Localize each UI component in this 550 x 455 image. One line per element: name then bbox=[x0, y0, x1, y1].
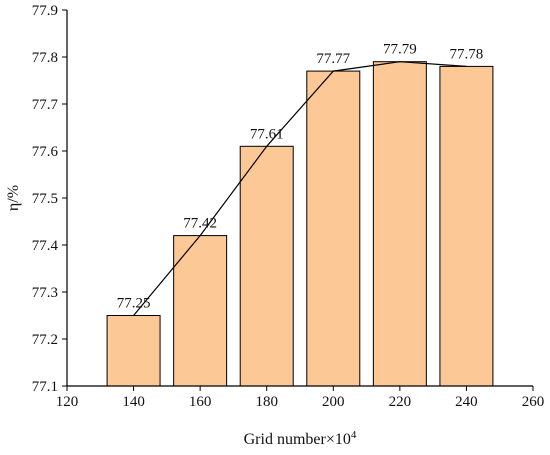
trend-line bbox=[133, 61, 467, 316]
y-tick-label-77.5: 77.5 bbox=[32, 191, 58, 207]
bar-160 bbox=[173, 235, 228, 387]
y-tick-label-77.3: 77.3 bbox=[32, 285, 58, 301]
x-tick-label-140: 140 bbox=[122, 394, 145, 410]
y-tick-label-77.6: 77.6 bbox=[32, 144, 59, 160]
x-axis-title: Grid number×104 bbox=[244, 429, 357, 448]
y-ticks: 77.1 77.2 77.3 77.4 77.5 77.6 77.7 77.8 77.9 bbox=[32, 3, 67, 395]
data-label-140: 77.25 bbox=[117, 296, 151, 312]
bar-140 bbox=[106, 315, 161, 387]
data-label-240: 77.78 bbox=[450, 46, 484, 62]
x-axis-title-superscript: 4 bbox=[351, 429, 357, 441]
x-tick-label-180: 180 bbox=[255, 394, 278, 410]
data-label-220: 77.79 bbox=[383, 42, 417, 58]
x-tick-label-200: 200 bbox=[322, 394, 345, 410]
bar-200 bbox=[306, 70, 361, 387]
bar-240 bbox=[439, 65, 494, 387]
y-tick-label-77.4: 77.4 bbox=[32, 238, 59, 254]
x-tick-label-120: 120 bbox=[56, 394, 79, 410]
y-axis-title: η/% bbox=[5, 185, 22, 211]
data-label-160: 77.42 bbox=[183, 216, 217, 232]
x-tick-label-160: 160 bbox=[189, 394, 212, 410]
x-axis-title-text: Grid number×10 bbox=[244, 431, 351, 448]
y-tick-label-77.7: 77.7 bbox=[32, 97, 59, 113]
x-tick-label-220: 220 bbox=[389, 394, 412, 410]
data-label-200: 77.77 bbox=[316, 51, 350, 67]
bar-220 bbox=[372, 61, 427, 387]
bars-layer bbox=[106, 61, 494, 387]
x-tick-label-260: 260 bbox=[522, 394, 545, 410]
y-tick-label-77.8: 77.8 bbox=[32, 50, 58, 66]
data-label-180: 77.61 bbox=[250, 126, 284, 142]
y-tick-label-77.1: 77.1 bbox=[32, 379, 58, 395]
x-tick-label-240: 240 bbox=[455, 394, 478, 410]
y-tick-label-77.2: 77.2 bbox=[32, 332, 58, 348]
x-ticks: 120 140 160 180 200 220 240 260 bbox=[56, 386, 545, 410]
trend-line-layer bbox=[133, 61, 467, 316]
bar-180 bbox=[239, 145, 294, 387]
data-labels-layer: 77.25 77.42 77.61 77.77 77.79 77.78 bbox=[117, 42, 484, 312]
y-tick-label-77.9: 77.9 bbox=[32, 3, 58, 19]
